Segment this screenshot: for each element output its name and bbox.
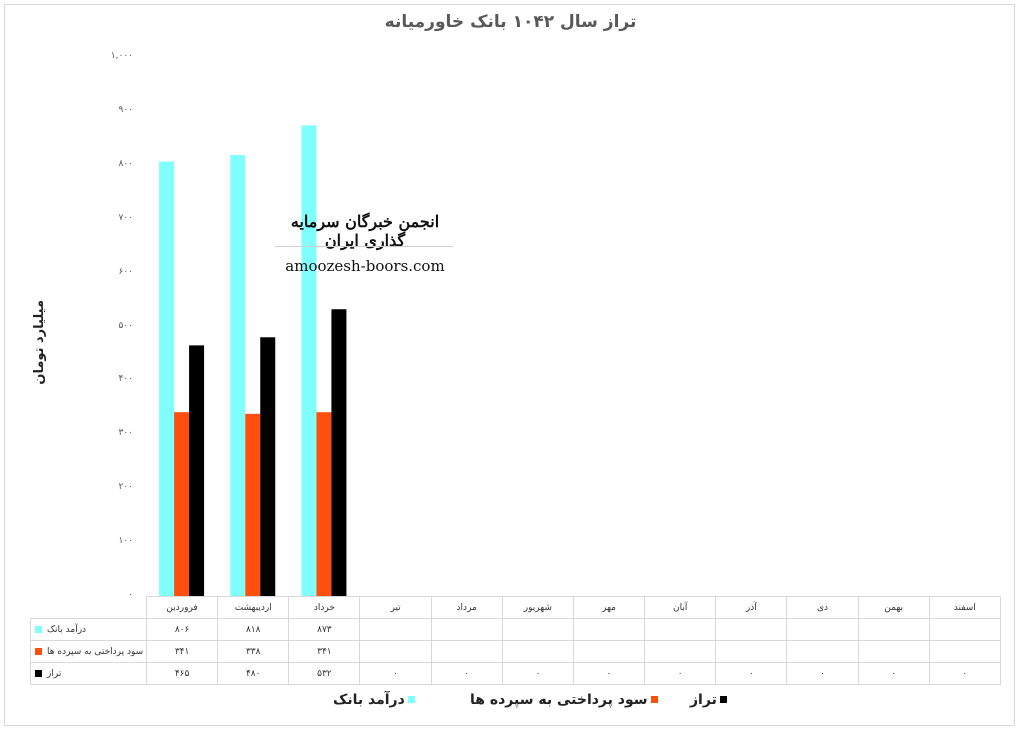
- data-label: ۸۷۳: [288, 618, 361, 641]
- bar-balance: [189, 345, 205, 596]
- legend: درآمد بانک سود پرداختی به سپرده ها تراز: [0, 692, 1021, 716]
- series-swatch: [35, 647, 42, 655]
- bar-deposit-interest: [174, 412, 190, 596]
- y-tick-label: ۰: [128, 590, 133, 600]
- series-row-label: سود پرداختی به سپرده ها: [30, 640, 147, 663]
- series-swatch: [35, 669, 42, 677]
- data-label: ۵۳۲: [288, 662, 361, 685]
- data-label: ۰: [715, 662, 788, 685]
- x-tick-label: مهر: [572, 596, 646, 619]
- y-tick-label: ۷۰۰: [118, 212, 133, 223]
- watermark-title: انجمن خبرگان سرمایه گذاری ایران: [290, 212, 440, 250]
- data-label: [430, 640, 503, 663]
- data-label: ۰: [430, 662, 503, 685]
- chart-frame: [4, 4, 1015, 726]
- data-label: [501, 640, 574, 663]
- data-label: ۰: [572, 662, 646, 685]
- data-label: [857, 640, 930, 663]
- y-tick-label: ۶۰۰: [118, 266, 133, 277]
- bar-income: [159, 161, 175, 597]
- bar-deposit-interest: [245, 413, 261, 596]
- series-name: تراز: [47, 668, 62, 679]
- data-label: [928, 640, 1001, 663]
- data-label: ۳۴۱: [145, 640, 219, 663]
- y-tick-label: ۱,۰۰۰: [110, 51, 133, 61]
- bar-income: [230, 155, 246, 596]
- table-row: درآمد بانک ۸۰۶ ۸۱۸ ۸۷۳: [30, 618, 1001, 641]
- x-tick-label: تیر: [359, 596, 432, 619]
- y-tick-label: ۳۰۰: [118, 428, 133, 439]
- chart-title: تراز سال ۱۰۴۲ بانک خاورمیانه: [384, 12, 637, 32]
- watermark-site: amoozesh-boors.com: [285, 257, 445, 275]
- data-label: ۰: [857, 662, 930, 685]
- bar-deposit-interest: [316, 412, 332, 596]
- data-label: [572, 618, 646, 641]
- bar-balance: [260, 337, 276, 596]
- x-tick-label: آذر: [715, 596, 788, 619]
- data-label: ۸۱۸: [217, 618, 290, 641]
- x-tick-label: اسفند: [928, 596, 1001, 619]
- series-name: درآمد بانک: [47, 624, 87, 635]
- legend-label: تراز: [690, 692, 717, 708]
- y-tick-label: ۴۰۰: [118, 374, 133, 385]
- x-tick-label: خرداد: [288, 596, 361, 619]
- y-tick-label: ۹۰۰: [118, 104, 133, 115]
- bar-balance: [331, 309, 347, 596]
- x-tick-label: فروردین: [145, 596, 219, 619]
- data-label: [359, 618, 432, 641]
- data-label: [786, 640, 859, 663]
- data-label: [715, 640, 788, 663]
- series-swatch: [35, 625, 42, 633]
- legend-swatch: [650, 696, 658, 703]
- x-tick-label: اردیبهشت: [217, 596, 290, 619]
- data-label: [359, 640, 432, 663]
- y-tick-label: ۱۰۰: [118, 536, 133, 547]
- data-label: [857, 618, 930, 641]
- data-label: ۰: [644, 662, 717, 685]
- data-label: [644, 618, 717, 641]
- data-label: ۳۴۱: [288, 640, 361, 663]
- data-label: [644, 640, 717, 663]
- data-label: ۰: [928, 662, 1001, 685]
- legend-item: سود پرداختی به سپرده ها: [470, 692, 658, 708]
- data-label: [715, 618, 788, 641]
- legend-label: سود پرداختی به سپرده ها: [470, 692, 648, 708]
- x-tick-label: مرداد: [430, 596, 503, 619]
- data-label: ۳۳۸: [217, 640, 290, 663]
- y-tick-label: ۲۰۰: [118, 482, 133, 493]
- y-tick-label: ۸۰۰: [118, 158, 133, 169]
- y-tick-label: ۵۰۰: [118, 320, 133, 331]
- data-label: ۰: [786, 662, 859, 685]
- data-label: [928, 618, 1001, 641]
- data-label: [572, 640, 646, 663]
- table-header-row: فروردین اردیبهشت خرداد تیر مرداد شهریور مهر آبا…: [30, 596, 1001, 619]
- data-table: فروردین اردیبهشت خرداد تیر مرداد شهریور مهر آبا…: [30, 596, 1001, 685]
- data-label: [786, 618, 859, 641]
- data-label: ۸۰۶: [145, 618, 219, 641]
- x-tick-label: آبان: [644, 596, 717, 619]
- x-tick-label: دی: [786, 596, 859, 619]
- data-label: ۴۸۰: [217, 662, 290, 685]
- data-label: [430, 618, 503, 641]
- table-row: سود پرداختی به سپرده ها ۳۴۱ ۳۳۸ ۳۴۱: [30, 640, 1001, 663]
- legend-label: درآمد بانک: [333, 692, 405, 708]
- bar-income: [301, 125, 317, 596]
- table-corner: [30, 596, 147, 619]
- watermark-divider: [275, 246, 453, 247]
- legend-item: درآمد بانک: [333, 692, 415, 708]
- x-tick-label: بهمن: [857, 596, 930, 619]
- data-label: ۰: [359, 662, 432, 685]
- legend-item: تراز: [690, 692, 727, 708]
- x-tick-label: شهریور: [501, 596, 574, 619]
- series-row-label: تراز: [30, 662, 147, 685]
- series-name: سود پرداختی به سپرده ها: [47, 646, 144, 657]
- legend-swatch: [719, 696, 727, 703]
- data-label: ۴۶۵: [145, 662, 219, 685]
- data-label: [501, 618, 574, 641]
- table-row: تراز ۴۶۵ ۴۸۰ ۵۳۲ ۰ ۰ ۰ ۰ ۰ ۰ ۰ ۰ ۰: [30, 662, 1001, 685]
- data-label: ۰: [501, 662, 574, 685]
- legend-swatch: [407, 696, 415, 703]
- series-row-label: درآمد بانک: [30, 618, 147, 641]
